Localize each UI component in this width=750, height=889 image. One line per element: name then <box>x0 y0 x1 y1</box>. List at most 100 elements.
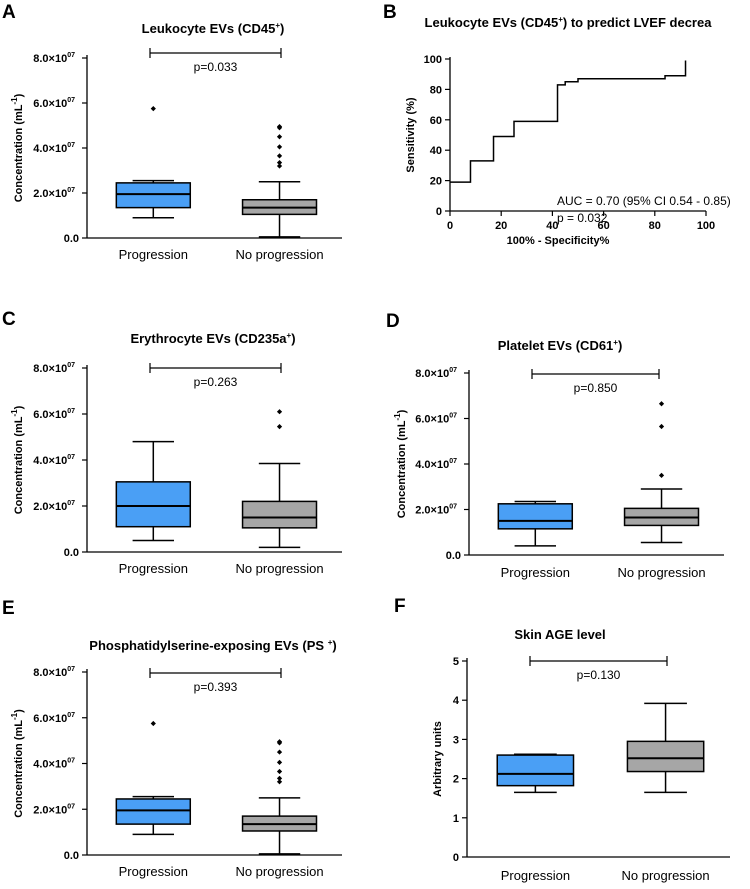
outlier-point <box>276 775 283 781</box>
outlier-point <box>276 739 283 745</box>
x-tick-label: 80 <box>649 220 661 232</box>
y-tick-label: 5 <box>453 656 459 668</box>
panel-letter: B <box>383 2 397 23</box>
y-tick-label: 6.0×1007 <box>33 712 75 725</box>
y-tick-label: 6.0×1007 <box>415 413 457 426</box>
y-tick-label: 20 <box>430 176 442 188</box>
box-iqr <box>241 500 318 529</box>
box-progression <box>497 500 574 547</box>
outlier-point <box>150 720 156 727</box>
y-tick-label: 3 <box>453 734 459 746</box>
box-progression <box>115 720 192 836</box>
y-tick-label: 0 <box>453 852 459 864</box>
panel-c: C Erythrocyte EVs (CD235a+) 0.0 2.0×1007 4.0… <box>2 309 342 576</box>
p-value-label: p=0.263 <box>194 375 238 389</box>
panel-e: E Phosphatidylserine-exposing EVs (PS +) 0… <box>2 598 342 879</box>
x-tick-label: 60 <box>597 220 609 232</box>
panel-title: Platelet EVs (CD61+) <box>498 338 623 353</box>
y-axis-label: Sensitivity (%) <box>405 97 417 173</box>
box-iqr <box>115 182 192 209</box>
y-tick-label: 0 <box>436 206 442 218</box>
y-tick-label: 0.0 <box>64 233 79 245</box>
x-category-label: No progression <box>617 565 705 580</box>
box-iqr <box>626 740 705 773</box>
panel-a: A Leukocyte EVs (CD45+) 0.0 2.0×1007 4.0×100… <box>2 2 342 262</box>
y-tick-label: 8.0×1007 <box>33 52 75 65</box>
y-tick-label: 8.0×1007 <box>33 666 75 679</box>
y-tick-label: 4.0×1007 <box>33 758 75 771</box>
panel-letter: E <box>2 598 15 619</box>
outlier-point <box>276 409 283 415</box>
panel-f: F Skin AGE level 0 1 2 3 4 5 Arbitrary units p=0.… <box>394 596 730 883</box>
x-category-label: Progression <box>119 561 188 576</box>
outlier-point <box>658 401 665 407</box>
y-tick-label: 40 <box>430 145 442 157</box>
box-progression <box>115 106 192 219</box>
box-progression <box>115 440 192 542</box>
y-tick-label: 6.0×1007 <box>33 408 75 421</box>
x-category-label: No progression <box>621 868 709 883</box>
outlier-point <box>150 106 156 112</box>
outlier-point <box>276 160 283 166</box>
p-value-label: p=0.850 <box>574 381 618 395</box>
outlier-point <box>658 472 665 478</box>
y-tick-label: 60 <box>430 115 442 127</box>
y-tick-label: 4.0×1007 <box>33 454 75 467</box>
panel-title: Phosphatidylserine-exposing EVs (PS +) <box>89 638 336 653</box>
panel-letter: C <box>2 309 16 330</box>
y-axis-label: Arbitrary units <box>432 721 444 797</box>
panel-title: Skin AGE level <box>514 627 605 642</box>
y-axis-label: Concentration (mL-1) <box>393 409 408 518</box>
y-tick-label: 4 <box>453 695 460 707</box>
y-tick-label: 0.0 <box>446 550 461 562</box>
outlier-point <box>658 423 665 430</box>
x-tick-label: 0 <box>447 220 453 232</box>
x-category-label: Progression <box>501 565 570 580</box>
x-category-label: Progression <box>501 868 570 883</box>
y-axis-label: Concentration (mL-1) <box>10 93 25 202</box>
y-tick-label: 2.0×1007 <box>33 187 75 200</box>
p-value-label: p=0.393 <box>194 680 238 694</box>
panel-d: D Platelet EVs (CD61+) 0.0 2.0×1007 4.0×1007… <box>386 311 724 580</box>
p-value-label: p=0.033 <box>194 60 238 74</box>
box-iqr <box>496 754 575 787</box>
y-tick-label: 80 <box>430 84 442 96</box>
y-tick-label: 1 <box>453 813 459 825</box>
x-category-label: Progression <box>119 247 188 262</box>
box-iqr <box>115 798 192 825</box>
panel-b: B Leukocyte EVs (CD45+) to predict LVEF d… <box>383 2 731 247</box>
panel-title: Leukocyte EVs (CD45+) to predict LVEF de… <box>425 15 713 30</box>
y-tick-label: 2.0×1007 <box>33 500 75 513</box>
x-tick-label: 20 <box>495 220 507 232</box>
box-progression <box>496 753 575 794</box>
outlier-point <box>276 134 283 140</box>
p-value-annotation: p = 0.032 <box>557 211 608 225</box>
panel-letter: D <box>386 311 400 332</box>
box-iqr <box>497 503 574 530</box>
x-tick-label: 40 <box>546 220 558 232</box>
x-category-label: No progression <box>235 561 323 576</box>
x-axis-label: 100% - Specificity% <box>507 235 610 247</box>
y-axis-label: Concentration (mL-1) <box>10 709 25 818</box>
panel-letter: A <box>2 2 16 23</box>
outlier-point <box>276 759 283 765</box>
outlier-point <box>276 163 283 169</box>
y-axis-label: Concentration (mL-1) <box>10 405 25 514</box>
p-value-label: p=0.130 <box>577 668 621 682</box>
outlier-point <box>276 144 283 150</box>
outlier-point <box>276 768 283 775</box>
y-tick-label: 6.0×1007 <box>33 97 75 110</box>
y-tick-label: 4.0×1007 <box>415 458 457 471</box>
x-category-label: No progression <box>235 864 323 879</box>
auc-annotation: AUC = 0.70 (95% CI 0.54 - 0.85) <box>557 194 731 208</box>
box-no-progression <box>241 124 318 238</box>
box-no-progression <box>626 702 705 794</box>
y-tick-label: 100 <box>424 54 442 66</box>
roc-curve <box>450 60 687 183</box>
x-category-label: Progression <box>119 864 188 879</box>
outlier-point <box>276 779 283 785</box>
box-no-progression <box>623 401 700 544</box>
y-tick-label: 4.0×1007 <box>33 142 75 155</box>
outlier-point <box>276 749 283 755</box>
